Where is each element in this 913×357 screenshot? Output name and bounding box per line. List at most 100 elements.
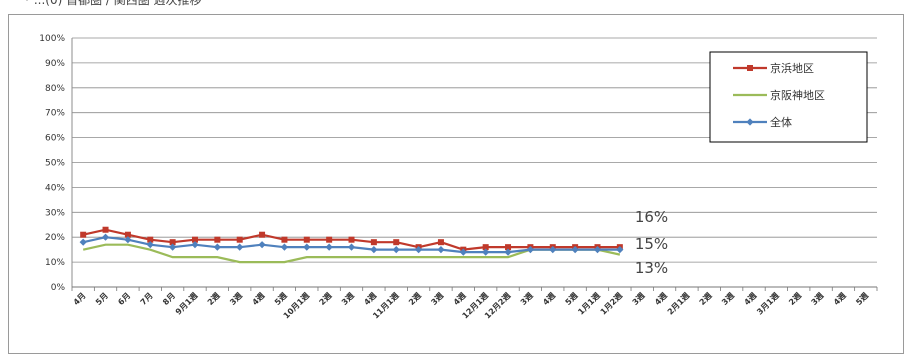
data-point — [124, 231, 131, 238]
data-point — [191, 236, 198, 243]
data-point — [526, 246, 535, 254]
y-tick-label: 0% — [51, 283, 66, 293]
legend-label: 京浜地区 — [770, 61, 814, 75]
data-point — [482, 244, 489, 251]
data-point — [414, 246, 423, 254]
x-tick-label: 3週 — [228, 291, 244, 307]
y-tick-label: 20% — [45, 233, 65, 243]
data-point — [146, 241, 154, 249]
x-tick-label: 2週 — [407, 291, 423, 307]
legend-label: 京阪神地区 — [770, 88, 825, 102]
y-axis: 0% 10% 20% 30% 40% 50% 60% 70% 80% 90% 100% — [39, 34, 73, 293]
x-tick-label: 2週 — [698, 291, 714, 307]
x-tick-label: 8月 — [161, 291, 177, 307]
data-point — [101, 233, 110, 241]
data-point — [303, 236, 310, 243]
x-tick-label: 4週 — [832, 291, 848, 307]
data-point — [147, 236, 154, 243]
end-value-annotations: 16% 15% 13% — [635, 208, 668, 277]
data-point — [281, 236, 288, 243]
x-tick-label: 4月 — [72, 291, 88, 307]
data-point — [326, 236, 333, 243]
y-tick-label: 40% — [45, 183, 65, 193]
y-tick-label: 80% — [45, 84, 65, 94]
x-tick-label: 4週 — [452, 291, 468, 307]
data-point — [169, 239, 176, 246]
legend-marker — [746, 118, 754, 126]
data-point — [370, 246, 378, 254]
x-tick-label: 5週 — [273, 291, 289, 307]
y-tick-label: 60% — [45, 134, 65, 144]
data-point — [370, 239, 377, 246]
data-point — [191, 241, 199, 249]
x-tick-label: 1月1週 — [576, 291, 602, 317]
x-tick-label: 2週 — [206, 291, 222, 307]
x-tick-label: 4週 — [653, 291, 669, 307]
data-point — [303, 243, 311, 251]
data-point — [593, 246, 602, 254]
data-point — [259, 231, 266, 238]
data-point — [124, 236, 132, 244]
x-tick-label: 2週 — [787, 291, 803, 307]
data-point — [437, 246, 445, 254]
data-point — [258, 241, 266, 249]
legend-marker — [747, 65, 753, 71]
x-tick-label: 4週 — [362, 291, 378, 307]
x-tick-label: 3週 — [519, 291, 535, 307]
data-point — [549, 246, 557, 254]
data-point — [459, 248, 467, 256]
x-tick-label: 9月1週 — [174, 291, 200, 317]
x-tick-label: 6月 — [116, 291, 132, 307]
x-tick-label: 3週 — [429, 291, 445, 307]
data-point — [79, 238, 87, 246]
chart-caption: * ...(0) 首都圏 / 関西圏 週次推移 — [24, 0, 202, 7]
value-annotation: 16% — [635, 208, 668, 226]
data-point — [347, 243, 356, 251]
x-tick-label: 3週 — [340, 291, 356, 307]
data-point — [393, 239, 400, 246]
value-annotation: 13% — [635, 259, 668, 277]
y-tick-label: 50% — [45, 159, 65, 169]
x-tick-label: 5週 — [854, 291, 870, 307]
y-tick-label: 90% — [45, 59, 65, 69]
data-point — [102, 226, 109, 233]
value-annotation: 15% — [635, 235, 668, 253]
x-tick-label: 3週 — [631, 291, 647, 307]
x-tick-label: 4週 — [541, 291, 557, 307]
data-point — [392, 246, 400, 254]
data-point — [169, 243, 177, 251]
x-tick-label: 4週 — [742, 291, 758, 307]
data-point — [348, 236, 355, 243]
x-tick-label: 5月 — [94, 291, 110, 307]
data-point — [80, 231, 87, 238]
data-point — [236, 243, 244, 251]
data-point — [571, 246, 579, 254]
x-tick-label: 4週 — [251, 291, 267, 307]
data-point — [504, 248, 512, 256]
data-point — [325, 243, 333, 251]
legend-label: 全体 — [770, 115, 792, 129]
y-tick-label: 100% — [39, 34, 65, 44]
data-point — [616, 246, 624, 254]
x-tick-label: 3週 — [810, 291, 826, 307]
series-lines — [79, 226, 624, 264]
x-tick-label: 2週 — [318, 291, 334, 307]
y-tick-label: 70% — [45, 109, 65, 119]
x-tick-label: 7月 — [139, 291, 155, 307]
data-point — [437, 239, 444, 246]
x-tick-label: 2月1週 — [666, 291, 692, 317]
data-point — [214, 236, 221, 243]
y-tick-label: 10% — [45, 258, 65, 268]
x-tick-label: 3月1週 — [755, 291, 781, 317]
data-point — [505, 244, 512, 251]
data-point — [236, 236, 243, 243]
x-tick-label: 5週 — [564, 291, 580, 307]
data-point — [280, 243, 289, 251]
x-tick-label: 3週 — [720, 291, 736, 307]
y-tick-label: 30% — [45, 208, 65, 218]
x-tick-label: 1月2週 — [599, 291, 625, 317]
data-point — [482, 248, 490, 256]
